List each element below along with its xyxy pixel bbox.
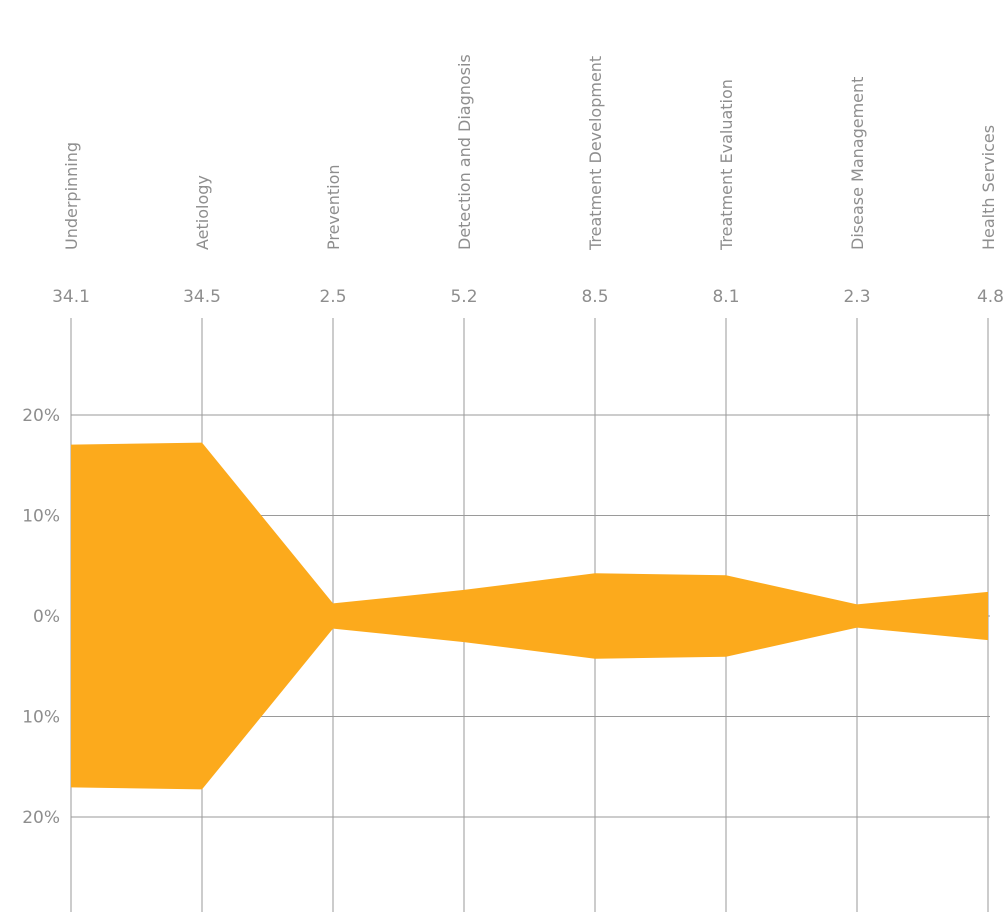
y-tick-label-0: 20% [22,406,60,426]
category-label-5: Treatment Evaluation [717,79,736,251]
area-series [71,442,988,790]
value-label-2: 2.5 [319,287,346,307]
y-tick-label-4: 20% [22,808,60,828]
category-label-6: Disease Management [848,77,867,250]
category-label-4: Treatment Development [586,56,605,251]
value-label-4: 8.5 [581,287,608,307]
y-axis-ticks: 20% 10% 0% 10% 20% [22,406,60,828]
y-tick-label-1: 10% [22,507,60,527]
value-labels: 34.1 34.5 2.5 5.2 8.5 8.1 2.3 4.8 [52,287,1004,307]
y-tick-label-2: 0% [33,607,60,627]
category-label-1: Aetiology [193,175,212,250]
area-band [71,442,988,790]
y-tick-label-3: 10% [22,708,60,728]
value-label-6: 2.3 [843,287,870,307]
category-label-2: Prevention [324,164,343,250]
category-label-0: Underpinning [62,142,81,250]
value-label-5: 8.1 [712,287,739,307]
value-label-0: 34.1 [52,287,90,307]
category-labels: Underpinning Aetiology Prevention Detection… [62,54,998,251]
category-label-3: Detection and Diagnosis [455,54,474,250]
value-label-3: 5.2 [450,287,477,307]
category-label-7: Health Services [979,125,998,250]
value-label-1: 34.5 [183,287,221,307]
value-label-7: 4.8 [977,287,1004,307]
